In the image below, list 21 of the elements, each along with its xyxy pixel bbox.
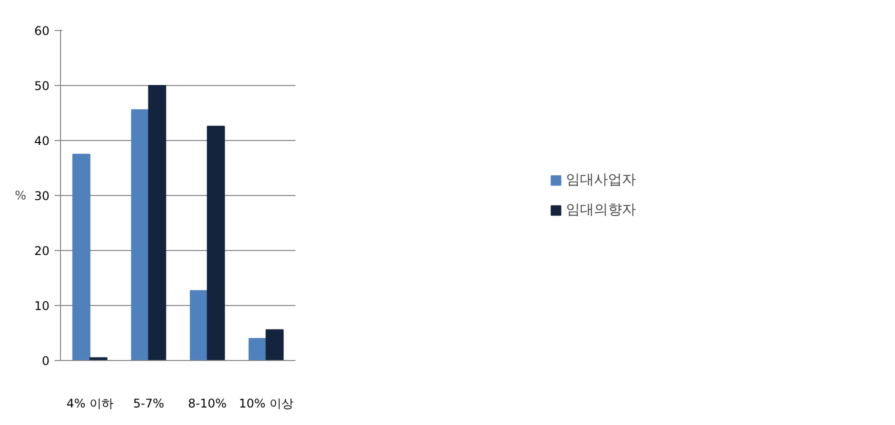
y-axis-title: % (14, 188, 26, 202)
x-tick-label: 10% 이상 (238, 396, 294, 410)
bar (266, 329, 284, 360)
x-tick-label: 8-10% (188, 396, 227, 410)
bar (72, 154, 90, 360)
x-tick-label: 5-7% (133, 396, 164, 410)
y-tick-label: 40 (34, 134, 50, 148)
bar (190, 290, 208, 360)
y-tick-label: 60 (34, 24, 50, 38)
y-tick-label: 10 (34, 299, 50, 313)
bar (148, 85, 166, 360)
y-tick-label: 20 (34, 244, 50, 258)
y-tick-label: 50 (34, 79, 50, 93)
bar (131, 109, 150, 360)
x-tick-label: 4% 이하 (66, 396, 114, 410)
y-tick-label: 30 (34, 189, 50, 203)
legend-label: 임대사업자 (566, 171, 636, 189)
bar (248, 338, 267, 360)
y-tick-label: 0 (42, 354, 50, 368)
legend-label: 임대의향자 (566, 201, 636, 219)
bar (206, 126, 225, 360)
